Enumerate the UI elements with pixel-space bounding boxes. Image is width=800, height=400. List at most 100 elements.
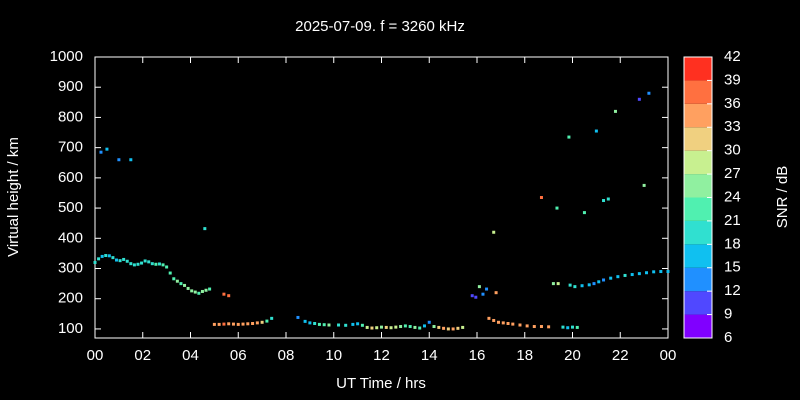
- data-point: [481, 292, 485, 296]
- data-point: [384, 325, 388, 329]
- data-point: [203, 227, 207, 231]
- y-axis-label: Virtual height / km: [5, 137, 22, 257]
- data-point: [609, 276, 613, 280]
- data-point: [573, 285, 577, 289]
- data-point: [582, 211, 586, 215]
- data-point: [168, 271, 172, 275]
- colorbar-tick-label: 9: [724, 306, 732, 323]
- colorbar-tick-label: 30: [724, 142, 741, 159]
- colorbar-band: [684, 244, 712, 268]
- x-tick-label: 00: [660, 347, 677, 364]
- data-point: [555, 206, 559, 210]
- data-point: [251, 321, 255, 325]
- data-point: [551, 282, 555, 286]
- colorbar-tick-label: 33: [724, 118, 741, 135]
- x-tick-label: 10: [325, 347, 342, 364]
- colorbar-tick-label: 39: [724, 71, 741, 88]
- data-point: [97, 257, 101, 261]
- data-point: [157, 262, 161, 266]
- data-point: [322, 323, 326, 327]
- data-point: [175, 279, 179, 283]
- data-point: [494, 291, 498, 295]
- colorbar-tick-label: 24: [724, 188, 741, 205]
- x-tick-label: 00: [87, 347, 104, 364]
- data-point: [485, 287, 489, 291]
- data-point: [227, 322, 231, 326]
- data-point: [132, 263, 136, 267]
- data-point: [442, 326, 446, 330]
- colorbar-band: [684, 127, 712, 151]
- data-point: [389, 326, 393, 330]
- data-point: [380, 325, 383, 329]
- data-point: [370, 326, 374, 330]
- data-point: [394, 325, 398, 329]
- data-point: [327, 323, 331, 327]
- data-point: [246, 322, 250, 326]
- data-point: [200, 289, 204, 293]
- data-point: [456, 326, 460, 330]
- y-tick-label: 500: [58, 199, 83, 216]
- data-point: [539, 196, 543, 199]
- colorbar-band: [684, 267, 712, 292]
- data-point: [365, 325, 369, 329]
- data-point: [104, 254, 108, 258]
- chart-title: 2025-07-09. f = 3260 kHz: [295, 18, 465, 35]
- data-point: [165, 265, 169, 269]
- data-point: [296, 315, 300, 319]
- data-point: [592, 282, 596, 286]
- data-point: [212, 322, 216, 326]
- data-point: [193, 290, 197, 294]
- data-point: [518, 323, 522, 327]
- data-point: [556, 282, 560, 286]
- x-tick-label: 04: [182, 347, 199, 364]
- data-point: [183, 283, 187, 287]
- data-point: [100, 254, 104, 258]
- data-point: [606, 197, 610, 201]
- data-point: [227, 294, 231, 298]
- colorbar-tick-label: 36: [724, 95, 741, 112]
- x-axis-label: UT Time / hrs: [336, 375, 426, 392]
- y-tick-label: 100: [58, 320, 83, 337]
- data-point: [236, 322, 240, 326]
- data-point: [451, 327, 455, 331]
- data-point: [461, 325, 465, 329]
- data-point: [630, 273, 634, 277]
- colorbar-band: [684, 314, 712, 338]
- colorbar-band: [684, 197, 712, 221]
- data-point: [432, 325, 436, 329]
- data-point: [197, 291, 201, 295]
- data-point: [337, 323, 341, 327]
- data-point: [566, 326, 570, 330]
- colorbar-band: [684, 103, 712, 128]
- data-point: [437, 325, 441, 329]
- data-point: [99, 150, 103, 154]
- data-point: [571, 325, 574, 329]
- colorbar-tick-label: 6: [724, 329, 732, 346]
- data-point: [575, 325, 579, 329]
- y-tick-label: 600: [58, 169, 83, 186]
- data-point: [539, 325, 543, 329]
- data-point: [265, 319, 269, 323]
- y-tick-label: 400: [58, 229, 83, 246]
- data-point: [602, 199, 606, 203]
- colorbar-tick-label: 15: [724, 259, 741, 276]
- colorbar-band: [684, 57, 712, 81]
- data-point: [652, 270, 656, 274]
- data-point: [501, 321, 505, 325]
- x-tick-label: 18: [516, 347, 533, 364]
- colorbar-label: SNR / dB: [774, 166, 791, 229]
- data-point: [114, 258, 118, 262]
- data-point: [511, 322, 515, 326]
- data-point: [403, 324, 407, 328]
- x-tick-label: 20: [564, 347, 581, 364]
- data-point: [129, 158, 133, 162]
- data-point: [645, 271, 649, 275]
- x-tick-label: 16: [469, 347, 486, 364]
- data-point: [623, 273, 627, 277]
- data-point: [375, 326, 379, 330]
- data-point: [351, 322, 355, 326]
- data-point: [105, 147, 109, 151]
- data-point: [107, 254, 111, 258]
- data-point: [231, 322, 235, 326]
